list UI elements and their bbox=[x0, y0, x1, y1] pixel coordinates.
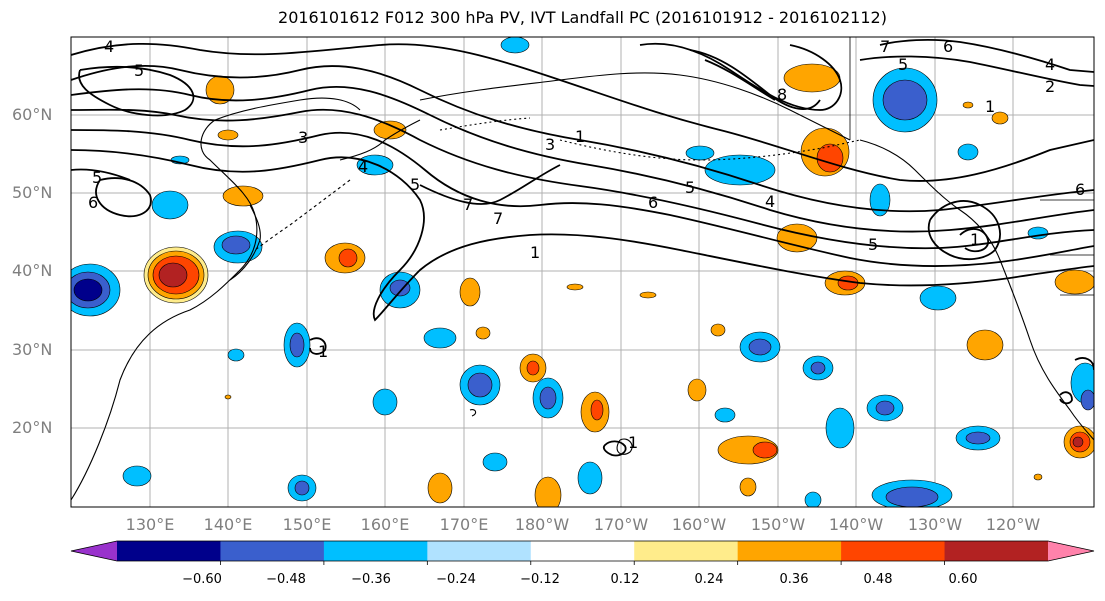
colorbar-tick-label: −0.36 bbox=[351, 572, 391, 587]
contour-label: 7 bbox=[880, 37, 890, 56]
contour-label: 4 bbox=[104, 37, 114, 56]
lat-label: 60°N bbox=[12, 105, 53, 124]
lon-label: 150°E bbox=[282, 515, 332, 534]
colorbar-tick-label: −0.12 bbox=[520, 572, 560, 587]
lat-label: 50°N bbox=[12, 183, 53, 202]
pv-contours bbox=[71, 38, 1094, 457]
contour-label: 5 bbox=[410, 175, 420, 194]
colorbar-tick-label: 0.60 bbox=[948, 572, 978, 587]
lat-label: 30°N bbox=[12, 340, 53, 359]
contour-label: 6 bbox=[943, 37, 953, 56]
contour-label: 1 bbox=[318, 342, 328, 361]
contour-label: 1 bbox=[970, 230, 980, 249]
colorbar-extend-low bbox=[71, 541, 117, 561]
contour-label: 1 bbox=[628, 433, 638, 452]
colorbar-tick-label: 0.36 bbox=[779, 572, 809, 587]
lon-label: 160°W bbox=[671, 515, 727, 534]
contour-label: 1 bbox=[985, 97, 995, 116]
contour-label: 5 bbox=[685, 178, 695, 197]
lon-label: 170°W bbox=[593, 515, 649, 534]
colorbar-segment bbox=[737, 541, 842, 561]
lon-label: 130°E bbox=[125, 515, 175, 534]
colorbar-segment bbox=[427, 541, 532, 561]
colorbar-segment bbox=[220, 541, 325, 561]
colorbar-extend-high bbox=[1048, 541, 1094, 561]
colorbar-segment bbox=[634, 541, 739, 561]
lon-label: 150°W bbox=[750, 515, 806, 534]
lon-label: 130°W bbox=[907, 515, 963, 534]
contour-label: 3 bbox=[298, 128, 308, 147]
contour-label: 5 bbox=[134, 61, 144, 80]
contour-label: 6 bbox=[648, 193, 658, 212]
lon-label: 170°E bbox=[439, 515, 489, 534]
contour-label: 1 bbox=[575, 127, 585, 146]
lon-label: 160°E bbox=[360, 515, 410, 534]
colorbar-segment bbox=[117, 541, 221, 561]
contour-label: 4 bbox=[765, 192, 775, 211]
colorbar-tick-label: 0.48 bbox=[863, 572, 893, 587]
contour-label: 7 bbox=[493, 209, 503, 228]
lat-label: 20°N bbox=[12, 418, 53, 437]
contour-label: 1 bbox=[530, 243, 540, 262]
colorbar-tick-label: 0.12 bbox=[610, 572, 640, 587]
colorbar-segment bbox=[944, 541, 1049, 561]
lon-label: 140°W bbox=[828, 515, 884, 534]
colorbar-segment bbox=[841, 541, 946, 561]
contour-label: 4 bbox=[358, 157, 368, 176]
contour-label: 4 bbox=[1045, 55, 1055, 74]
contour-label: 6 bbox=[88, 193, 98, 212]
coastlines bbox=[71, 37, 1094, 501]
contour-label: 2 bbox=[1045, 77, 1055, 96]
lon-label: 140°E bbox=[203, 515, 253, 534]
lat-label: 40°N bbox=[12, 261, 53, 280]
contour-label: 7 bbox=[463, 195, 473, 214]
colorbar-tick-label: −0.60 bbox=[182, 572, 222, 587]
contour-label: 8 bbox=[777, 85, 787, 104]
ivt-shading bbox=[71, 37, 1094, 507]
map-title: 2016101612 F012 300 hPa PV, IVT Landfall… bbox=[278, 8, 887, 27]
lon-label: 120°W bbox=[985, 515, 1041, 534]
contour-labels: 4 5 5 6 3 1 3 5 6 7 7 1 5 4 5 6 7 6 5 4 … bbox=[88, 37, 1085, 452]
colorbar-tick-label: −0.48 bbox=[266, 572, 306, 587]
colorbar-segment bbox=[530, 541, 635, 561]
contour-label: 3 bbox=[545, 135, 555, 154]
contour-label: 5 bbox=[92, 168, 102, 187]
contour-label: 5 bbox=[898, 55, 908, 74]
contour-label: 6 bbox=[1075, 180, 1085, 199]
contour-label: 5 bbox=[868, 235, 878, 254]
colorbar-tick-label: −0.24 bbox=[436, 572, 476, 587]
colorbar-segment bbox=[323, 541, 428, 561]
colorbar-tick-label: 0.24 bbox=[694, 572, 724, 587]
lon-label: 180°W bbox=[514, 515, 570, 534]
